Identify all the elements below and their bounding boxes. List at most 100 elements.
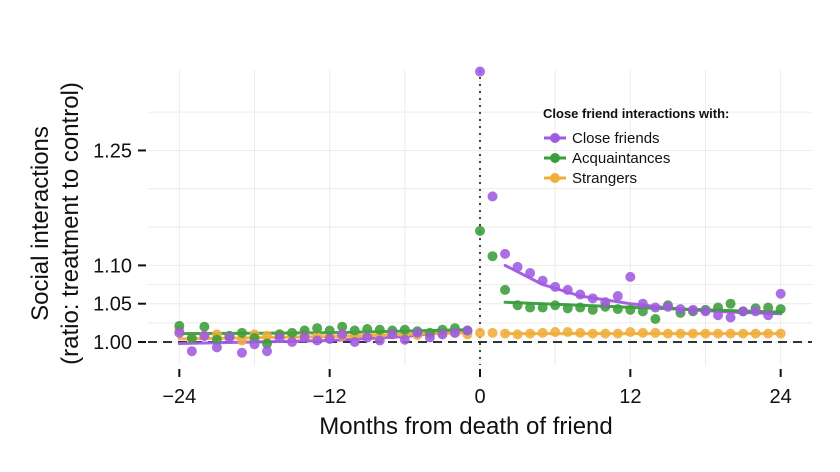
legend-label: Close friends (572, 130, 660, 147)
data-point (387, 329, 398, 340)
data-point (374, 324, 385, 335)
data-point (662, 301, 673, 312)
data-point (738, 328, 749, 339)
data-point (562, 284, 573, 295)
data-point (236, 347, 247, 358)
data-point (713, 310, 724, 321)
data-point (625, 271, 636, 282)
data-point (612, 304, 623, 315)
data-point (324, 333, 335, 344)
data-point (525, 328, 536, 339)
legend-swatch-dot (550, 173, 560, 183)
legend-swatch-dot (550, 133, 560, 143)
data-point (512, 261, 523, 272)
data-point (512, 300, 523, 311)
data-point (637, 306, 648, 317)
data-point (211, 334, 222, 345)
data-point (700, 328, 711, 339)
x-tick-label: −12 (313, 386, 347, 408)
data-point (550, 327, 561, 338)
data-point (612, 328, 623, 339)
data-point (487, 191, 498, 202)
data-point (224, 332, 235, 343)
data-point (186, 346, 197, 357)
data-point (449, 327, 460, 338)
data-point (462, 325, 473, 336)
legend: Close friend interactions with: Close fr… (543, 106, 729, 187)
data-point (249, 339, 260, 350)
legend-entry: Close friends (544, 130, 660, 147)
data-point (637, 327, 648, 338)
data-point (587, 293, 598, 304)
data-point (211, 342, 222, 353)
data-point (424, 332, 435, 343)
legend-label: Strangers (572, 170, 637, 187)
data-point (750, 306, 761, 317)
data-point (587, 304, 598, 315)
data-point (174, 320, 185, 331)
data-point (337, 321, 348, 332)
data-point (236, 327, 247, 338)
data-point (525, 302, 536, 313)
legend-label: Acquaintances (572, 150, 670, 167)
data-point (349, 325, 360, 336)
data-point (299, 325, 310, 336)
data-point (562, 327, 573, 338)
data-point (362, 323, 373, 334)
data-point (587, 328, 598, 339)
data-point (299, 332, 310, 343)
data-point (550, 281, 561, 292)
legend-entry: Strangers (544, 170, 637, 187)
data-point (687, 304, 698, 315)
data-point (575, 289, 586, 300)
data-point (600, 297, 611, 308)
data-point (775, 328, 786, 339)
data-point (725, 298, 736, 309)
axes: −24 −12 0 12 24 1.00 1.05 1.10 1.25 (93, 140, 792, 408)
data-point (738, 306, 749, 317)
data-point (650, 302, 661, 313)
y-axis-title-line-1: Social interactions (27, 126, 54, 321)
data-point (725, 312, 736, 323)
data-point (537, 327, 548, 338)
data-point (700, 306, 711, 317)
data-point (475, 327, 485, 338)
data-point (562, 303, 573, 314)
data-point (763, 310, 774, 321)
data-point (236, 335, 247, 346)
x-tick-label: 12 (619, 386, 641, 408)
data-point (399, 324, 410, 335)
data-point (399, 334, 410, 345)
data-point (675, 328, 686, 339)
data-point (775, 304, 786, 315)
x-tick-label: −24 (162, 386, 196, 408)
data-point (174, 327, 185, 338)
data-point (500, 248, 511, 259)
data-points (174, 66, 786, 358)
data-point (274, 333, 285, 344)
data-point (775, 288, 786, 299)
data-point (500, 328, 511, 339)
data-point (650, 327, 661, 338)
data-point (625, 327, 636, 338)
data-point (337, 329, 348, 340)
data-point (537, 275, 548, 286)
data-point (199, 330, 210, 341)
data-point (287, 337, 298, 348)
data-point (550, 300, 561, 311)
data-point (287, 327, 298, 338)
data-point (612, 291, 623, 302)
data-point (625, 304, 636, 315)
data-point (725, 328, 736, 339)
x-tick-label: 0 (474, 386, 485, 408)
data-point (662, 328, 673, 339)
data-point (312, 323, 323, 334)
data-point (475, 225, 485, 236)
data-point (199, 321, 210, 332)
data-point (525, 268, 536, 279)
data-point (262, 330, 273, 341)
y-tick-label: 1.05 (93, 294, 132, 316)
data-point (324, 325, 335, 336)
data-point (713, 328, 724, 339)
data-point (412, 327, 423, 338)
